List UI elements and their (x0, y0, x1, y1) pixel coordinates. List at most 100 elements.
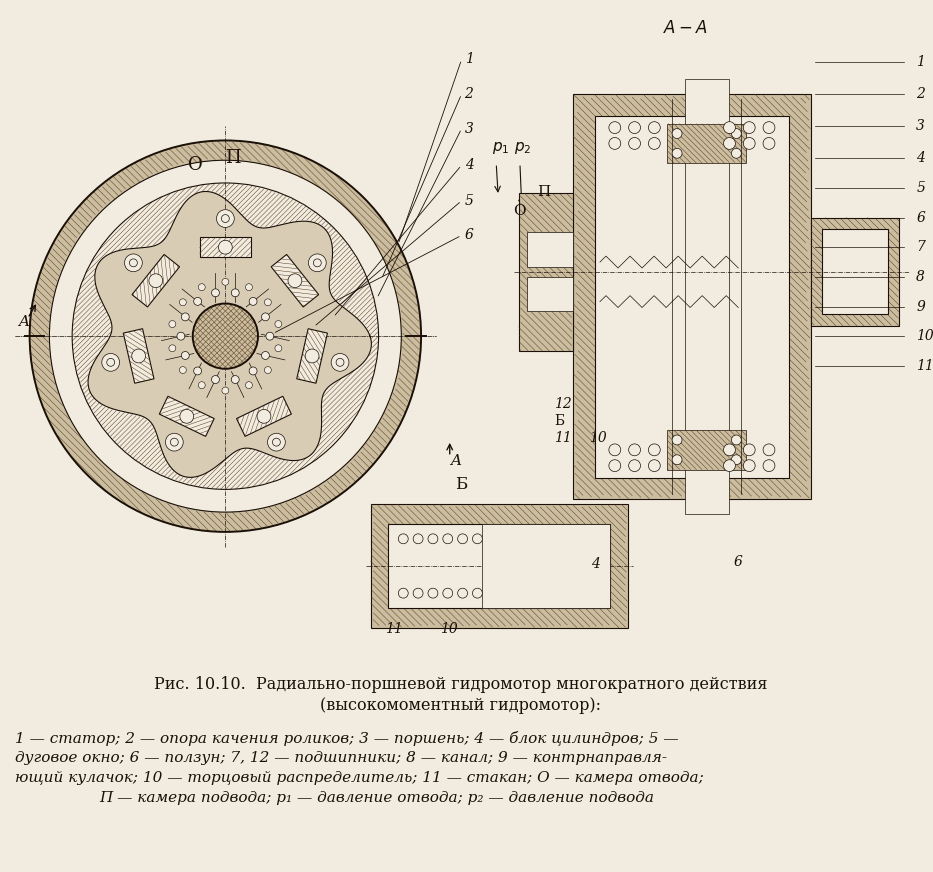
Circle shape (309, 254, 327, 272)
Text: 10: 10 (916, 329, 933, 344)
Circle shape (216, 209, 234, 228)
Text: A: A (450, 453, 461, 467)
Text: Б: Б (554, 414, 564, 428)
Circle shape (179, 299, 187, 306)
Bar (573, 94, 811, 500)
Circle shape (212, 289, 219, 296)
Circle shape (336, 358, 344, 366)
Circle shape (50, 161, 400, 511)
Circle shape (413, 534, 423, 544)
Circle shape (194, 367, 202, 375)
Circle shape (249, 367, 258, 375)
Circle shape (672, 435, 682, 445)
Circle shape (458, 589, 467, 598)
Circle shape (723, 122, 735, 133)
Circle shape (181, 351, 189, 359)
Circle shape (261, 313, 270, 321)
Polygon shape (88, 192, 371, 477)
Circle shape (648, 460, 661, 472)
Circle shape (165, 433, 183, 451)
Bar (685, 79, 730, 514)
Circle shape (221, 215, 230, 222)
Circle shape (723, 444, 735, 456)
Text: Рис. 10.10.  Радиально-поршневой гидромотор многократного действия: Рис. 10.10. Радиально-поршневой гидромот… (154, 676, 767, 692)
Text: 3: 3 (465, 121, 473, 136)
Polygon shape (132, 255, 179, 307)
Circle shape (199, 283, 205, 290)
Circle shape (264, 366, 272, 373)
Circle shape (102, 353, 119, 371)
Circle shape (648, 122, 661, 133)
Circle shape (275, 321, 282, 328)
Bar (595, 116, 788, 478)
Circle shape (257, 409, 271, 423)
Bar (667, 430, 746, 470)
Circle shape (331, 353, 349, 371)
Text: 4: 4 (916, 151, 926, 166)
Circle shape (723, 460, 735, 472)
Text: 7: 7 (916, 240, 926, 255)
Circle shape (264, 299, 272, 306)
Circle shape (222, 387, 229, 394)
Circle shape (305, 349, 319, 363)
Circle shape (629, 444, 640, 456)
Circle shape (218, 241, 232, 254)
Text: дуговое окно; 6 — ползун; 7, 12 — подшипники; 8 — канал; 9 — контрнаправля-: дуговое окно; 6 — ползун; 7, 12 — подшип… (15, 751, 667, 766)
Text: A: A (18, 316, 29, 330)
Circle shape (744, 460, 755, 472)
Circle shape (609, 460, 620, 472)
Circle shape (731, 128, 742, 139)
Polygon shape (297, 329, 327, 383)
Circle shape (763, 138, 775, 149)
Circle shape (458, 534, 467, 544)
Text: Б: Б (455, 476, 467, 494)
Circle shape (472, 534, 482, 544)
Circle shape (249, 297, 258, 305)
Text: $A-A$: $A-A$ (662, 20, 707, 37)
Text: 12: 12 (554, 398, 572, 412)
Text: 1: 1 (465, 52, 473, 66)
Circle shape (169, 344, 175, 351)
Circle shape (744, 444, 755, 456)
Text: (высокомоментный гидромотор):: (высокомоментный гидромотор): (320, 698, 601, 714)
Bar (519, 193, 573, 351)
Text: 4: 4 (465, 158, 473, 172)
Text: 6: 6 (733, 555, 743, 569)
Circle shape (443, 534, 453, 544)
Text: 10: 10 (439, 622, 457, 636)
Circle shape (231, 376, 239, 384)
Text: 6: 6 (916, 210, 926, 225)
Circle shape (212, 376, 219, 384)
Circle shape (398, 589, 409, 598)
Circle shape (245, 283, 253, 290)
Text: 11: 11 (385, 622, 403, 636)
Text: 11: 11 (916, 358, 933, 373)
Text: 8: 8 (916, 269, 926, 284)
Text: 1 — статор; 2 — опора качения роликов; 3 — поршень; 4 — блок цилиндров; 5 —: 1 — статор; 2 — опора качения роликов; 3… (15, 731, 678, 746)
Text: 9: 9 (916, 299, 926, 314)
Circle shape (629, 460, 640, 472)
Bar (822, 229, 887, 315)
Circle shape (723, 138, 735, 149)
Circle shape (672, 455, 682, 465)
Bar (527, 232, 573, 267)
Circle shape (177, 332, 185, 340)
Circle shape (193, 303, 258, 369)
Polygon shape (237, 396, 291, 436)
Circle shape (672, 128, 682, 139)
Circle shape (272, 439, 280, 446)
Circle shape (261, 351, 270, 359)
Circle shape (672, 148, 682, 158)
Bar (527, 277, 573, 311)
Circle shape (180, 409, 194, 423)
Circle shape (171, 439, 178, 446)
Circle shape (169, 321, 175, 328)
Text: 10: 10 (589, 431, 606, 445)
Circle shape (398, 534, 409, 544)
Circle shape (763, 460, 775, 472)
Polygon shape (272, 255, 319, 307)
Circle shape (609, 138, 620, 149)
Circle shape (744, 138, 755, 149)
Text: 5: 5 (465, 194, 473, 208)
Circle shape (629, 138, 640, 149)
